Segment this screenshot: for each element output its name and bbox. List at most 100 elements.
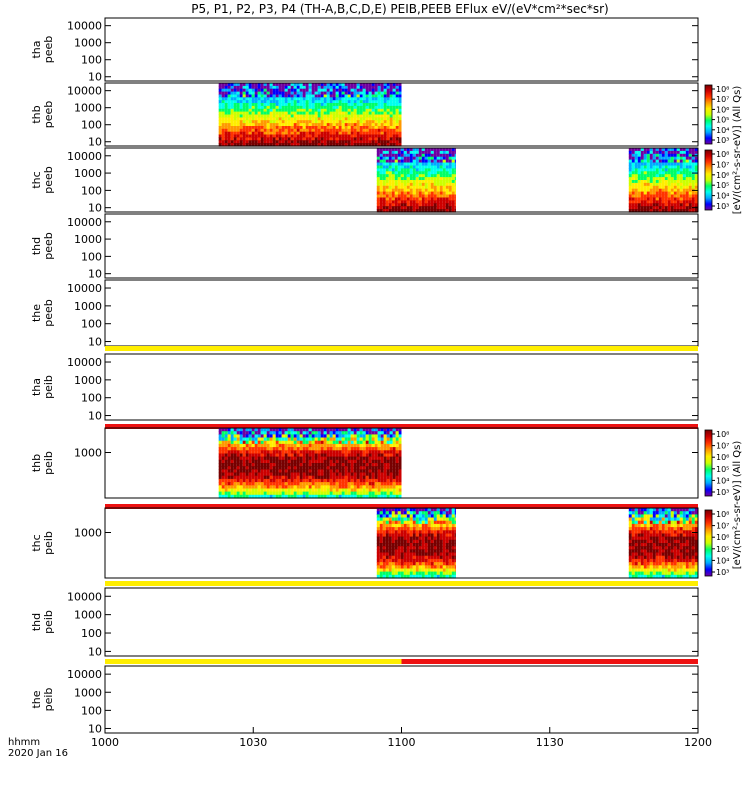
spectrogram-block (218, 428, 402, 499)
panel-frame (104, 147, 699, 213)
status-band-segment (105, 424, 698, 429)
colorbar-thb-peib: 10⁸ 10⁷ 10⁶ 10⁵ 10⁴ 10³ (704, 429, 729, 497)
panel-frame (104, 353, 699, 421)
y-tick-label: 10 (88, 645, 102, 658)
panel-thc-peeb: 10000 1000 100 10 thcpeeb (30, 147, 699, 215)
y-tick-label: 100 (81, 119, 102, 132)
panel-label-the-peib: thepeib (30, 688, 55, 712)
y-tick-label: 10000 (67, 356, 102, 369)
panel-frame (104, 82, 699, 147)
x-tick-label: 1100 (388, 736, 416, 749)
panel-frame (104, 665, 699, 734)
colorbar-unit-peeb: [eV/(cm²-s-sr-eV)] (All Qs) (732, 86, 743, 215)
colorbar-tick-label: 10⁶ (716, 171, 729, 180)
panel-frame (104, 587, 699, 657)
y-tick-label: 10000 (67, 282, 102, 295)
time-axis-label-date: 2020 Jan 16 (8, 748, 68, 759)
y-tick-label: 100 (81, 627, 102, 640)
spectrogram-block (628, 508, 698, 579)
y-tick-label: 10 (88, 410, 102, 423)
y-tick-label: 10 (88, 268, 102, 281)
panel-thb-peeb: 10000 1000 100 10 thbpeeb (30, 82, 699, 149)
colorbar-tick-label: 10⁵ (716, 545, 729, 554)
status-band-segment (105, 659, 402, 664)
colorbar-tick-label: 10⁶ (716, 105, 729, 114)
y-tick-label: 1000 (74, 374, 102, 387)
x-tick-label: 1030 (239, 736, 267, 749)
status-band-segment (105, 346, 698, 351)
colorbar-tick-label: 10⁸ (716, 430, 729, 439)
y-tick-label: 10 (88, 722, 102, 735)
y-tick-label: 10 (88, 202, 102, 215)
colorbar-thc-peib: 10⁸ 10⁷ 10⁶ 10⁵ 10⁴ 10³ (704, 509, 729, 577)
spectrogram-block (376, 148, 456, 213)
y-tick-label: 100 (81, 250, 102, 263)
panel-tha-peeb: 10000 1000 100 10 thapeeb (30, 17, 699, 84)
colorbar-unit-peib: [eV/(cm²-s-sr-eV)] (All Qs) (732, 441, 743, 570)
y-tick-label: 1000 (74, 167, 102, 180)
y-tick-label: 1000 (74, 609, 102, 622)
panel-tha-peib: 10000 1000 100 10 thapeib (30, 353, 699, 429)
colorbar-tick-label: 10⁵ (716, 465, 729, 474)
panel-label-the-peeb: thepeeb (30, 299, 55, 327)
y-tick-label: 1000 (74, 527, 102, 540)
colorbar-tick-label: 10⁶ (716, 453, 729, 462)
spectrogram-block (376, 508, 456, 579)
panel-thb-peib: 1000 thbpeib (30, 427, 699, 509)
panel-frame (104, 427, 699, 499)
colorbar-tick-label: 10⁷ (716, 95, 729, 104)
panel-label-thb-peib: thbpeib (30, 451, 55, 475)
colorbar-tick-label: 10⁶ (716, 533, 729, 542)
y-tick-label: 1000 (74, 37, 102, 50)
y-tick-label: 1000 (74, 300, 102, 313)
x-tick-label: 1200 (684, 736, 712, 749)
colorbar-tick-label: 10⁵ (716, 116, 729, 125)
y-tick-label: 10000 (67, 150, 102, 163)
colorbar-tick-label: 10⁴ (716, 192, 729, 201)
panel-the-peib: 10000 1000 100 10 thepeib (30, 665, 699, 735)
colorbar-tick-label: 10⁴ (716, 126, 729, 135)
x-tick-label: 1130 (536, 736, 564, 749)
colorbar-tick-label: 10⁸ (716, 510, 729, 519)
colorbar-tick-label: 10³ (716, 136, 729, 145)
colorbar-tick-label: 10⁷ (716, 160, 729, 169)
panel-the-peeb: 10000 1000 100 10 thepeeb (30, 279, 699, 351)
spectrogram-block (628, 148, 698, 213)
colorbar-tick-label: 10⁵ (716, 181, 729, 190)
colorbar-group: 10⁸10⁷10⁶10⁵10⁴10³10⁸10⁷10⁶10⁵10⁴10³10⁸1… (704, 84, 743, 577)
panel-thd-peeb: 10000 1000 100 10 thdpeeb (30, 213, 699, 281)
figure-title: P5, P1, P2, P3, P4 (TH-A,B,C,D,E) PEIB,P… (191, 2, 608, 16)
colorbar-tick-label: 10⁷ (716, 442, 729, 451)
panel-label-thc-peib: thcpeib (30, 531, 55, 555)
colorbar-tick-label: 10⁷ (716, 522, 729, 531)
y-tick-label: 10 (88, 136, 102, 149)
panel-frame (104, 17, 699, 82)
status-band-segment (105, 504, 698, 509)
y-tick-label: 10000 (67, 20, 102, 33)
panel-thc-peib: 1000 thcpeib (30, 507, 699, 586)
time-axis-label-hhmm: hhmm (8, 737, 40, 748)
y-tick-label: 10 (88, 336, 102, 349)
panel-label-thd-peeb: thdpeeb (30, 232, 55, 260)
panel-label-thc-peeb: thcpeeb (30, 166, 55, 194)
y-tick-label: 100 (81, 392, 102, 405)
time-axis: hhmm 2020 Jan 16 1000 1030 1100 1130 1200 (8, 727, 712, 759)
panel-label-thd-peib: thdpeib (30, 610, 55, 634)
panel-frame (104, 213, 699, 279)
spectrogram-block (218, 83, 402, 147)
y-tick-label: 100 (81, 704, 102, 717)
y-tick-label: 10000 (67, 85, 102, 98)
y-tick-label: 1000 (74, 686, 102, 699)
colorbar-tick-label: 10³ (716, 568, 729, 577)
y-tick-label: 100 (81, 54, 102, 67)
y-tick-label: 1000 (74, 233, 102, 246)
y-tick-label: 100 (81, 184, 102, 197)
status-band-segment (401, 659, 698, 664)
colorbar-tick-label: 10⁴ (716, 476, 729, 485)
colorbar-tick-label: 10⁸ (716, 150, 729, 159)
colorbar-tick-label: 10⁴ (716, 556, 729, 565)
panel-label-tha-peeb: thapeeb (30, 36, 55, 64)
y-tick-label: 1000 (74, 102, 102, 115)
